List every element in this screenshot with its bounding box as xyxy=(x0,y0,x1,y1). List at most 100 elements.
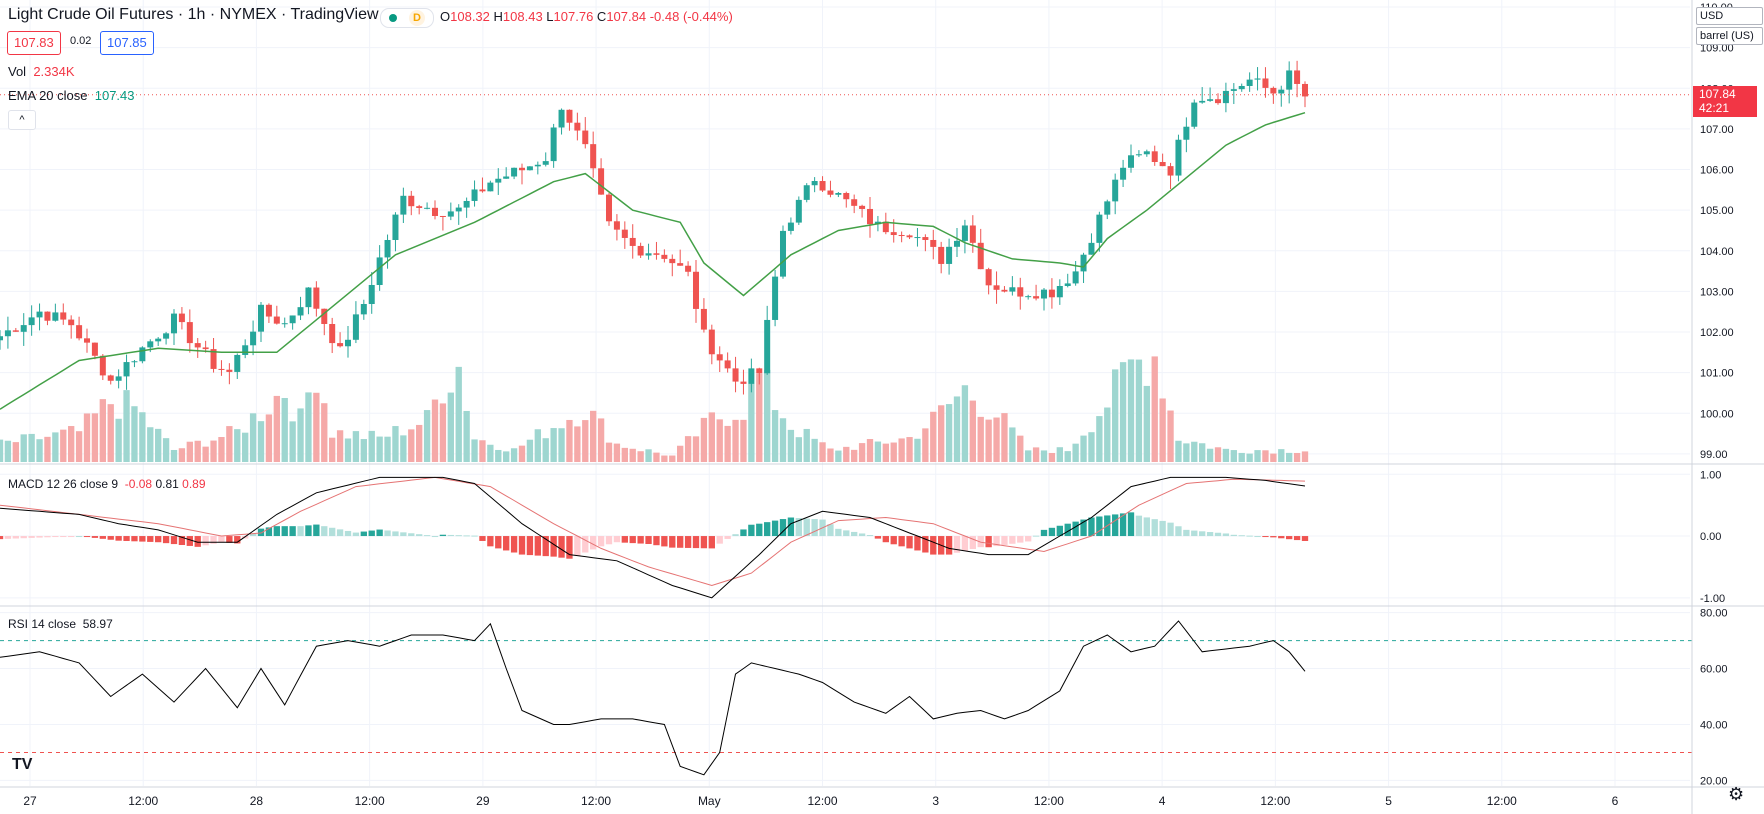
rsi-legend[interactable]: RSI 14 close 58.97 xyxy=(8,617,113,631)
candle-body xyxy=(685,265,692,272)
macd-histogram-bar xyxy=(882,536,889,543)
volume-bar xyxy=(669,455,676,462)
candle-body xyxy=(281,323,288,325)
candle-body xyxy=(890,232,897,236)
candle-body xyxy=(827,190,834,195)
macd-histogram-bar xyxy=(479,536,486,541)
macd-histogram-bar xyxy=(953,536,961,553)
time-tick-label: 12:00 xyxy=(807,794,837,808)
volume-bar xyxy=(748,383,755,462)
macd-histogram-bar xyxy=(131,536,138,542)
macd-histogram-bar xyxy=(68,536,75,538)
macd-histogram-bar xyxy=(827,524,834,537)
candle-body xyxy=(748,368,755,384)
currency-select[interactable]: USD xyxy=(1696,7,1763,25)
ohlc-readout: O108.32 H108.43 L107.76 C107.84 -0.48 (-… xyxy=(440,9,733,24)
volume-bar xyxy=(1151,356,1158,462)
candle-body xyxy=(977,242,984,270)
volume-bar xyxy=(0,439,4,462)
volume-bar xyxy=(416,424,423,462)
candle-body xyxy=(661,254,668,259)
price-tick-label: 101.00 xyxy=(1700,368,1734,380)
volume-bar xyxy=(431,399,439,462)
macd-histogram-bar xyxy=(336,529,344,537)
macd-histogram-bar xyxy=(384,530,391,537)
candle-body xyxy=(115,376,122,381)
candle-body xyxy=(629,237,636,246)
price-tick-label: 103.00 xyxy=(1700,286,1734,298)
volume-bar xyxy=(439,403,447,462)
candle-body xyxy=(337,343,344,347)
volume-bar xyxy=(914,438,921,462)
macd-histogram-bar xyxy=(202,536,209,546)
candle-body xyxy=(851,199,858,206)
candle-body xyxy=(669,258,676,264)
rsi-tick-label: 80.00 xyxy=(1700,608,1728,620)
candle-body xyxy=(186,322,193,344)
macd-histogram-bar xyxy=(265,527,273,537)
macd-histogram-bar xyxy=(1056,525,1063,537)
volume-bar xyxy=(479,440,486,462)
volume-bar xyxy=(234,429,241,462)
macd-histogram-bar xyxy=(329,527,336,537)
macd-histogram-bar xyxy=(1112,514,1119,537)
macd-histogram-bar xyxy=(495,536,502,549)
volume-bar xyxy=(155,428,162,462)
volume-legend[interactable]: Vol 2.334K xyxy=(8,64,75,79)
rsi-line xyxy=(0,620,1306,776)
volume-bar xyxy=(518,445,526,462)
macd-histogram-bar xyxy=(945,536,953,555)
sell-button[interactable]: 107.83 xyxy=(7,31,61,55)
candle-body xyxy=(1127,155,1135,168)
volume-bar xyxy=(1191,441,1198,462)
market-status[interactable]: D xyxy=(380,8,434,28)
volume-bar xyxy=(4,440,12,462)
macd-histogram-bar xyxy=(20,536,27,539)
macd-histogram-bar xyxy=(503,536,510,551)
unit-select[interactable]: barrel (US) xyxy=(1696,27,1763,45)
volume-bar xyxy=(186,441,193,462)
candle-body xyxy=(20,325,27,332)
volume-bar xyxy=(558,428,565,462)
macd-histogram-bar xyxy=(851,531,858,537)
candle-body xyxy=(250,331,257,346)
volume-bar xyxy=(115,418,122,462)
candle-body xyxy=(439,215,446,217)
macd-legend[interactable]: MACD 12 26 close 9 -0.08 0.81 0.89 xyxy=(8,477,206,491)
candle-body xyxy=(1072,271,1079,284)
macd-histogram-bar xyxy=(471,535,478,537)
macd-histogram-bar xyxy=(890,536,897,545)
ema-legend[interactable]: EMA 20 close 107.43 xyxy=(8,88,135,103)
collapse-legend-button[interactable]: ^ xyxy=(8,110,36,130)
volume-bar xyxy=(91,413,99,462)
macd-histogram-bar xyxy=(930,536,937,555)
tradingview-logo[interactable]: TV xyxy=(12,756,33,773)
candle-body xyxy=(368,284,375,305)
candle-body xyxy=(344,339,352,347)
macd-histogram-bar xyxy=(510,536,518,553)
candle-body xyxy=(1017,287,1024,297)
macd-histogram-bar xyxy=(147,536,154,542)
macd-histogram-bar xyxy=(186,536,193,546)
candle-body xyxy=(605,194,613,222)
volume-bar xyxy=(1032,447,1040,462)
macd-histogram-bar xyxy=(408,533,415,537)
volume-bar xyxy=(194,440,201,462)
settings-gear-icon[interactable]: ⚙ xyxy=(1728,784,1745,804)
volume-bar xyxy=(708,412,715,462)
macd-histogram-bar xyxy=(779,519,787,537)
macd-histogram-bar xyxy=(1080,519,1087,537)
macd-histogram-bar xyxy=(724,536,731,539)
macd-histogram-bar xyxy=(249,533,257,537)
candle-body xyxy=(234,354,241,372)
volume-bar xyxy=(178,448,186,462)
macd-histogram-bar xyxy=(858,533,866,537)
buy-button[interactable]: 107.85 xyxy=(100,31,154,55)
symbol-title[interactable]: Light Crude Oil Futures · 1h · NYMEX · T… xyxy=(8,6,379,23)
volume-bar xyxy=(273,395,280,462)
candle-body xyxy=(1214,99,1222,104)
volume-bar xyxy=(408,429,415,462)
candle-body xyxy=(914,237,921,239)
